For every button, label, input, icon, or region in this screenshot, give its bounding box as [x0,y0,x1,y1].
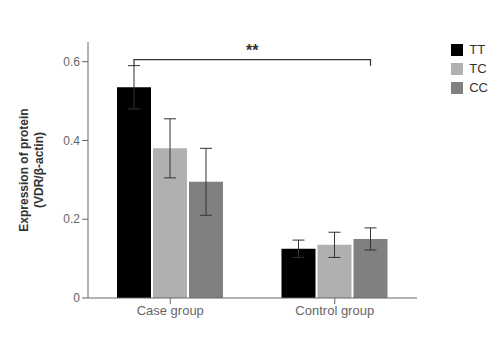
svg-text:Control group: Control group [295,303,374,318]
html-text:CC: CC [469,80,488,95]
svg-text:0.4: 0.4 [63,134,80,148]
html-text:TC: TC [469,61,487,76]
svg-text:Case group: Case group [137,303,204,318]
svg-text:0.2: 0.2 [63,212,80,226]
svg-text:0.6: 0.6 [63,55,80,69]
html-text:TT: TT [469,42,486,57]
svg-text:Expression of protein(VDR/β-ac: Expression of protein(VDR/β-actin) [17,108,46,231]
svg-text:0: 0 [73,291,80,305]
svg-text:**: ** [246,42,259,59]
